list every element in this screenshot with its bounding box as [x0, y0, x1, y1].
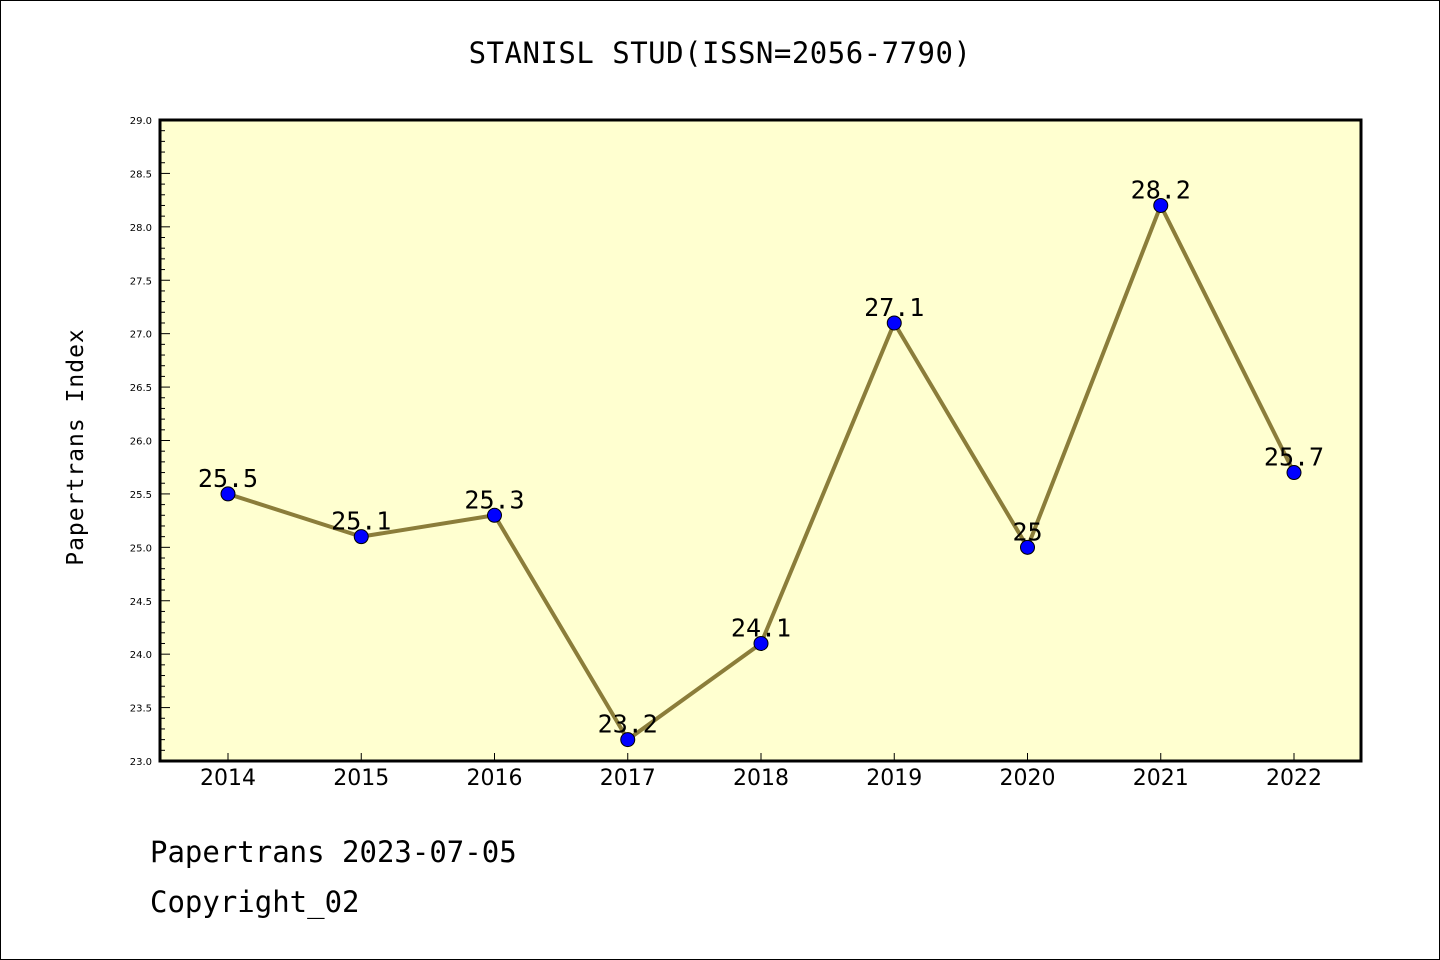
- x-tick-label: 2014: [200, 766, 256, 791]
- data-point: [886, 315, 902, 331]
- data-label: 25.7: [1264, 443, 1324, 472]
- data-point: [353, 529, 369, 545]
- data-label: 25: [1012, 517, 1042, 546]
- data-point: [1153, 197, 1169, 213]
- x-axis-ticks: 2014 2015 2016 2017 2018 2019 2020 2021 2022: [200, 753, 1322, 791]
- data-point: [620, 732, 636, 748]
- y-tick-label: 25.0: [130, 543, 152, 554]
- x-tick-label: 2021: [1133, 766, 1189, 791]
- data-point: [753, 635, 769, 651]
- x-tick-label: 2020: [1000, 766, 1056, 791]
- y-tick-label: 23.0: [130, 757, 152, 768]
- data-label: 27.1: [864, 293, 924, 322]
- y-tick-label: 27.5: [130, 276, 152, 287]
- chart-title: STANISL STUD(ISSN=2056-7790): [468, 36, 972, 70]
- plot-area: [160, 120, 1361, 761]
- data-markers: [220, 197, 1302, 748]
- data-label: 23.2: [598, 710, 658, 739]
- plot-border: [158, 118, 1363, 763]
- y-tick-label: 24.5: [130, 597, 152, 608]
- data-label: 28.2: [1131, 175, 1191, 204]
- data-point: [220, 486, 236, 502]
- y-tick-label: 23.5: [130, 704, 152, 715]
- y-tick-label: 26.5: [130, 383, 152, 394]
- x-tick-label: 2022: [1266, 766, 1322, 791]
- data-point: [1020, 539, 1035, 555]
- x-tick-label: 2019: [866, 766, 922, 791]
- y-tick-label: 29.0: [130, 116, 152, 127]
- y-tick-label: 27.0: [130, 330, 152, 341]
- data-labels: 25.5 25.1 25.3 23.2 24.1 27.1 25 28.2 25.7: [198, 175, 1324, 738]
- data-point: [1286, 465, 1302, 481]
- x-tick-label: 2016: [467, 766, 523, 791]
- data-label: 24.1: [731, 613, 791, 642]
- x-tick-label: 2015: [333, 766, 389, 791]
- data-label: 25.3: [464, 485, 524, 514]
- x-tick-label: 2018: [733, 766, 789, 791]
- y-tick-label: 25.5: [130, 490, 152, 501]
- footer-date: Papertrans 2023-07-05: [150, 835, 517, 869]
- data-label: 25.1: [331, 507, 391, 536]
- x-tick-label: 2017: [600, 766, 656, 791]
- footer-copyright: Copyright_02: [150, 885, 360, 919]
- y-tick-label: 26.0: [130, 437, 152, 448]
- y-axis-ticks: 23.0 23.5 24.0 24.5 25.0 25.5 26.0 26.5 27.0 27.5…: [130, 116, 170, 768]
- y-tick-label: 24.0: [130, 650, 152, 661]
- data-point: [487, 507, 502, 523]
- data-label: 25.5: [198, 464, 258, 493]
- y-tick-label: 28.0: [130, 223, 152, 234]
- y-tick-label: 28.5: [130, 169, 152, 180]
